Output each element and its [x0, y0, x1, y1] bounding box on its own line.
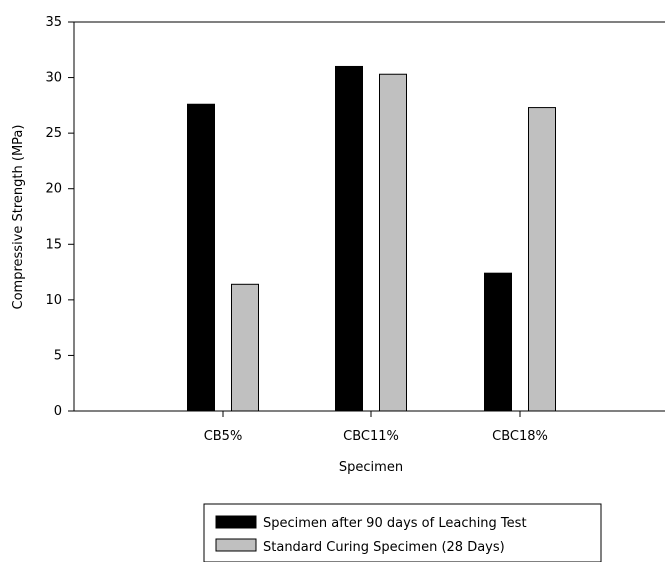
y-tick-label: 35: [45, 15, 62, 30]
y-axis-title: Compressive Strength (MPa): [11, 125, 26, 310]
y-tick-label: 25: [45, 126, 62, 141]
bar-leaching-3: [484, 272, 512, 412]
legend-label-leaching: Specimen after 90 days of Leaching Test: [263, 516, 527, 531]
legend-label-standard-curing: Standard Curing Specimen (28 Days): [263, 540, 505, 555]
bar-standard-curing-1: [231, 283, 259, 412]
y-tick-label: 20: [45, 182, 62, 197]
bar-leaching-1: [187, 103, 215, 412]
y-tick-label: 10: [45, 293, 62, 308]
y-tick-label: 0: [54, 404, 62, 419]
bar-leaching-2: [335, 65, 363, 412]
x-tick-label: CB5%: [204, 429, 243, 444]
bar-standard-curing-2: [379, 73, 407, 412]
bar-standard-curing-3: [528, 107, 556, 412]
y-tick-label: 30: [45, 71, 62, 86]
legend: Specimen after 90 days of Leaching Test …: [203, 503, 602, 563]
x-tick-label: CBC18%: [492, 429, 548, 444]
y-tick-label: 15: [45, 237, 62, 252]
x-tick-label: CBC11%: [343, 429, 399, 444]
y-tick-label: 5: [54, 348, 62, 363]
legend-swatch-leaching: [215, 515, 257, 529]
legend-swatch-standard-curing: [215, 538, 257, 552]
plot-area: 0 5 10 15 20 25 30 35 CB5% CBC11% CBC18%: [45, 15, 665, 444]
legend-box: [203, 503, 602, 563]
x-axis-title: Specimen: [339, 460, 403, 475]
